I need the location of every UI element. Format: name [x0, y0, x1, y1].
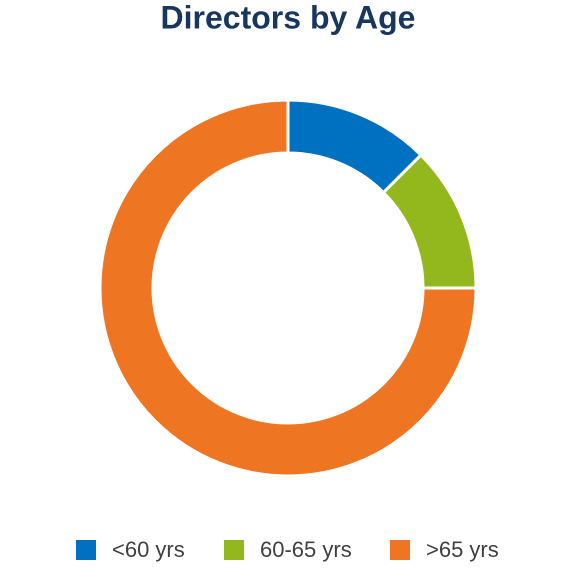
chart-title: Directors by Age — [161, 0, 416, 35]
legend-swatch — [390, 540, 410, 560]
legend-label: 60-65 yrs — [260, 537, 352, 562]
legend-swatch — [224, 540, 244, 560]
legend-swatch — [76, 540, 96, 560]
legend-label: >65 yrs — [426, 537, 499, 562]
legend-label: <60 yrs — [112, 537, 185, 562]
donut-slice — [98, 98, 478, 478]
